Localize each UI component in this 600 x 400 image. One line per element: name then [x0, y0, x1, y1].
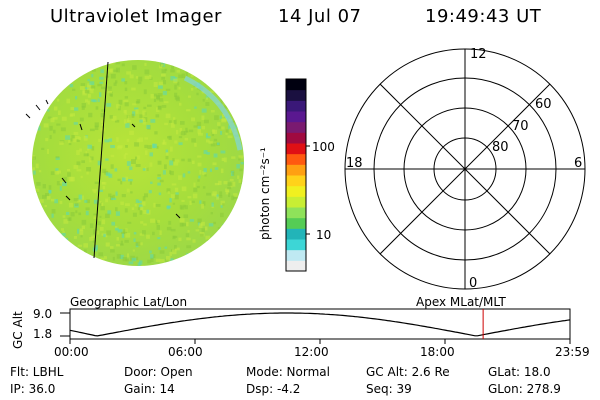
- polar-lat-label-60: 60: [535, 97, 552, 112]
- altitude-y-tick-min: 1.8: [33, 327, 53, 341]
- polar-hour-label-12: 12: [470, 47, 487, 62]
- colorbar-segment: [286, 217, 306, 229]
- colorbar-segment: [286, 249, 306, 261]
- gain-info: Gain: 14: [124, 382, 175, 396]
- colorbar-segment: [286, 132, 306, 144]
- filter-info: Flt: LBHL: [10, 365, 64, 379]
- polar-hour-label-0: 0: [469, 276, 478, 291]
- terminator-line: [93, 61, 109, 259]
- time-tick-label-0000: 00:00: [54, 345, 89, 359]
- altitude-y-tick-max: 9.0: [33, 307, 53, 321]
- polar-ring-70: [403, 107, 527, 231]
- colorbar-segment: [286, 143, 306, 155]
- glon-info: GLon: 278.9: [488, 382, 561, 396]
- colorbar-segment: [286, 228, 306, 240]
- polar-ring-outer: [344, 48, 586, 290]
- altitude-frame: [69, 308, 571, 340]
- colorbar-segment: [286, 89, 306, 101]
- colorbar-segment: [286, 185, 306, 197]
- mode-info: Mode: Normal: [246, 365, 330, 379]
- uv-disk-image: [25, 60, 244, 266]
- gc-alt-info: GC Alt: 2.6 Re: [366, 365, 450, 379]
- time-tick-label-2359: 23:59: [555, 345, 590, 359]
- observation-time: 19:49:43 UT: [425, 6, 542, 27]
- altitude-curve: [69, 312, 571, 337]
- colorbar-segment: [286, 260, 306, 272]
- door-info: Door: Open: [124, 365, 193, 379]
- colorbar-segment: [286, 207, 306, 219]
- colorbar: [286, 79, 306, 272]
- polar-lat-label-80: 80: [492, 140, 509, 155]
- altitude-left-caption: Geographic Lat/Lon: [70, 295, 188, 309]
- polar-hour-label-6: 6: [574, 156, 583, 171]
- polar-hour-label-18: 18: [346, 156, 363, 171]
- observation-date: 14 Jul 07: [278, 6, 362, 27]
- time-tick-label-1800: 18:00: [420, 345, 455, 359]
- colorbar-segment: [286, 175, 306, 187]
- colorbar-label: photon cm⁻²s⁻¹: [258, 147, 272, 240]
- colorbar-segment: [286, 153, 306, 165]
- colorbar-segment: [286, 196, 306, 208]
- glat-info: GLat: 18.0: [488, 365, 551, 379]
- time-tick-label-0600: 06:00: [168, 345, 203, 359]
- polar-ring-80: [433, 137, 497, 201]
- colorbar-segment: [286, 111, 306, 123]
- colorbar-segment: [286, 121, 306, 133]
- colorbar-segment: [286, 79, 306, 91]
- polar-diagonal-1: [379, 83, 551, 255]
- seq-info: Seq: 39: [366, 382, 412, 396]
- altitude-right-caption: Apex MLat/MLT: [416, 295, 506, 309]
- colorbar-segment: [286, 100, 306, 112]
- time-tick-label-1200: 12:00: [294, 345, 329, 359]
- instrument-title: Ultraviolet Imager: [50, 6, 222, 27]
- dsp-info: Dsp: -4.2: [246, 382, 301, 396]
- colorbar-segment: [286, 164, 306, 176]
- polar-diagonal-2: [379, 83, 551, 255]
- polar-ring-60: [373, 77, 557, 261]
- altitude-axis-label: GC Alt: [11, 311, 25, 349]
- colorbar-tick-label-100: 100: [312, 140, 335, 154]
- colorbar-segment: [286, 239, 306, 251]
- colorbar-tick-label-10: 10: [316, 228, 332, 242]
- polar-lat-label-70: 70: [512, 119, 529, 134]
- ip-info: IP: 36.0: [10, 382, 56, 396]
